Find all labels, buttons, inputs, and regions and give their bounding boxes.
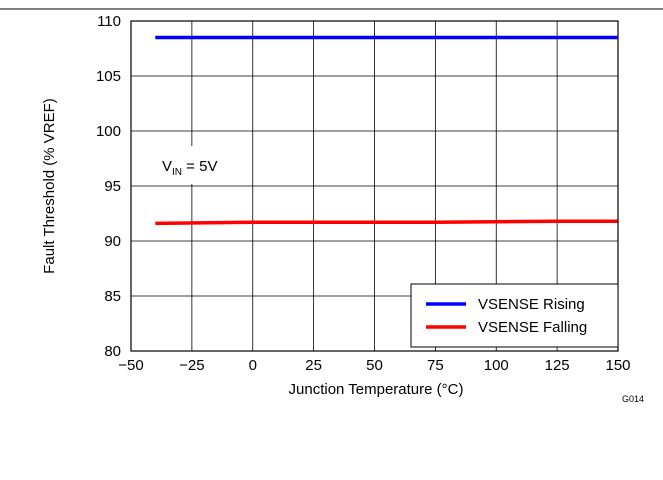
y-tick-label: 95 [104, 178, 121, 195]
y-tick-label: 105 [96, 68, 121, 85]
legend: VSENSE Rising VSENSE Falling [410, 283, 619, 348]
x-tick-label: −50 [118, 357, 143, 374]
x-tick-label: 0 [249, 357, 257, 374]
legend-label-rising: VSENSE Rising [478, 296, 585, 313]
y-tick-label: 85 [104, 288, 121, 305]
series-lines [155, 35, 618, 226]
x-tick-label: 100 [484, 357, 509, 374]
legend-box [410, 283, 619, 348]
annotation-main: V [162, 158, 172, 175]
plot-frame [130, 20, 619, 352]
y-tick-label: 110 [97, 13, 121, 30]
y-tick-label: 100 [96, 123, 121, 140]
tick-labels: −50 −25 0 25 50 75 100 125 150 80 85 90 95 100 105 110 [96, 13, 631, 374]
x-tick-label: 125 [545, 357, 570, 374]
x-tick-label: −25 [179, 357, 204, 374]
annotation-rest: = 5V [182, 158, 217, 175]
annotation-sub: IN [172, 167, 182, 178]
figure-id: G014 [622, 394, 644, 404]
legend-label-falling: VSENSE Falling [478, 319, 587, 336]
x-tick-label: 75 [427, 357, 444, 374]
y-tick-label: 80 [104, 343, 121, 360]
annotation-text: VIN = 5V [162, 158, 217, 178]
x-axis-label: Junction Temperature (°C) [289, 381, 464, 398]
annotation-box [148, 146, 236, 184]
x-tick-label: 50 [366, 357, 383, 374]
x-tick-label: 25 [305, 357, 322, 374]
x-tick-label: 150 [605, 357, 630, 374]
y-axis-label: Fault Threshold (% VREF) [41, 98, 58, 274]
series-line-1 [155, 219, 618, 226]
y-tick-label: 90 [104, 233, 121, 250]
